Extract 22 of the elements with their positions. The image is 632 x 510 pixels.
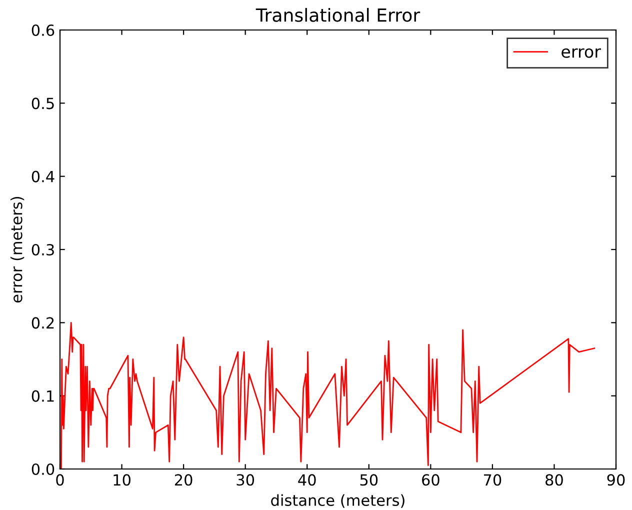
x-tick-label: 60 xyxy=(422,474,440,486)
x-tick-label: 90 xyxy=(607,474,625,486)
x-tick-label: 40 xyxy=(298,474,316,486)
chart-title: Translational Error xyxy=(256,8,420,22)
y-tick-label: 0.3 xyxy=(32,244,54,256)
x-tick-label: 50 xyxy=(360,474,378,486)
x-tick-label: 0 xyxy=(56,474,64,486)
x-tick-label: 30 xyxy=(236,474,254,486)
y-tick-label: 0.5 xyxy=(32,98,54,110)
x-tick-label: 20 xyxy=(174,474,192,486)
y-tick-label: 0.4 xyxy=(32,170,54,182)
y-tick-label: 0.0 xyxy=(32,463,54,476)
x-axis-title: distance (meters) xyxy=(271,494,404,508)
x-tick-label: 80 xyxy=(546,474,563,486)
line-series xyxy=(60,322,596,469)
y-tick-label: 0.6 xyxy=(32,24,54,36)
x-tick-label: 70 xyxy=(484,474,502,486)
y-axis-title: error (meters) xyxy=(10,196,24,302)
x-tick-label: 10 xyxy=(114,474,130,486)
y-tick-label: 0.2 xyxy=(32,317,54,329)
y-tick-label: 0.1 xyxy=(32,390,54,402)
legend-label: error xyxy=(562,48,601,58)
